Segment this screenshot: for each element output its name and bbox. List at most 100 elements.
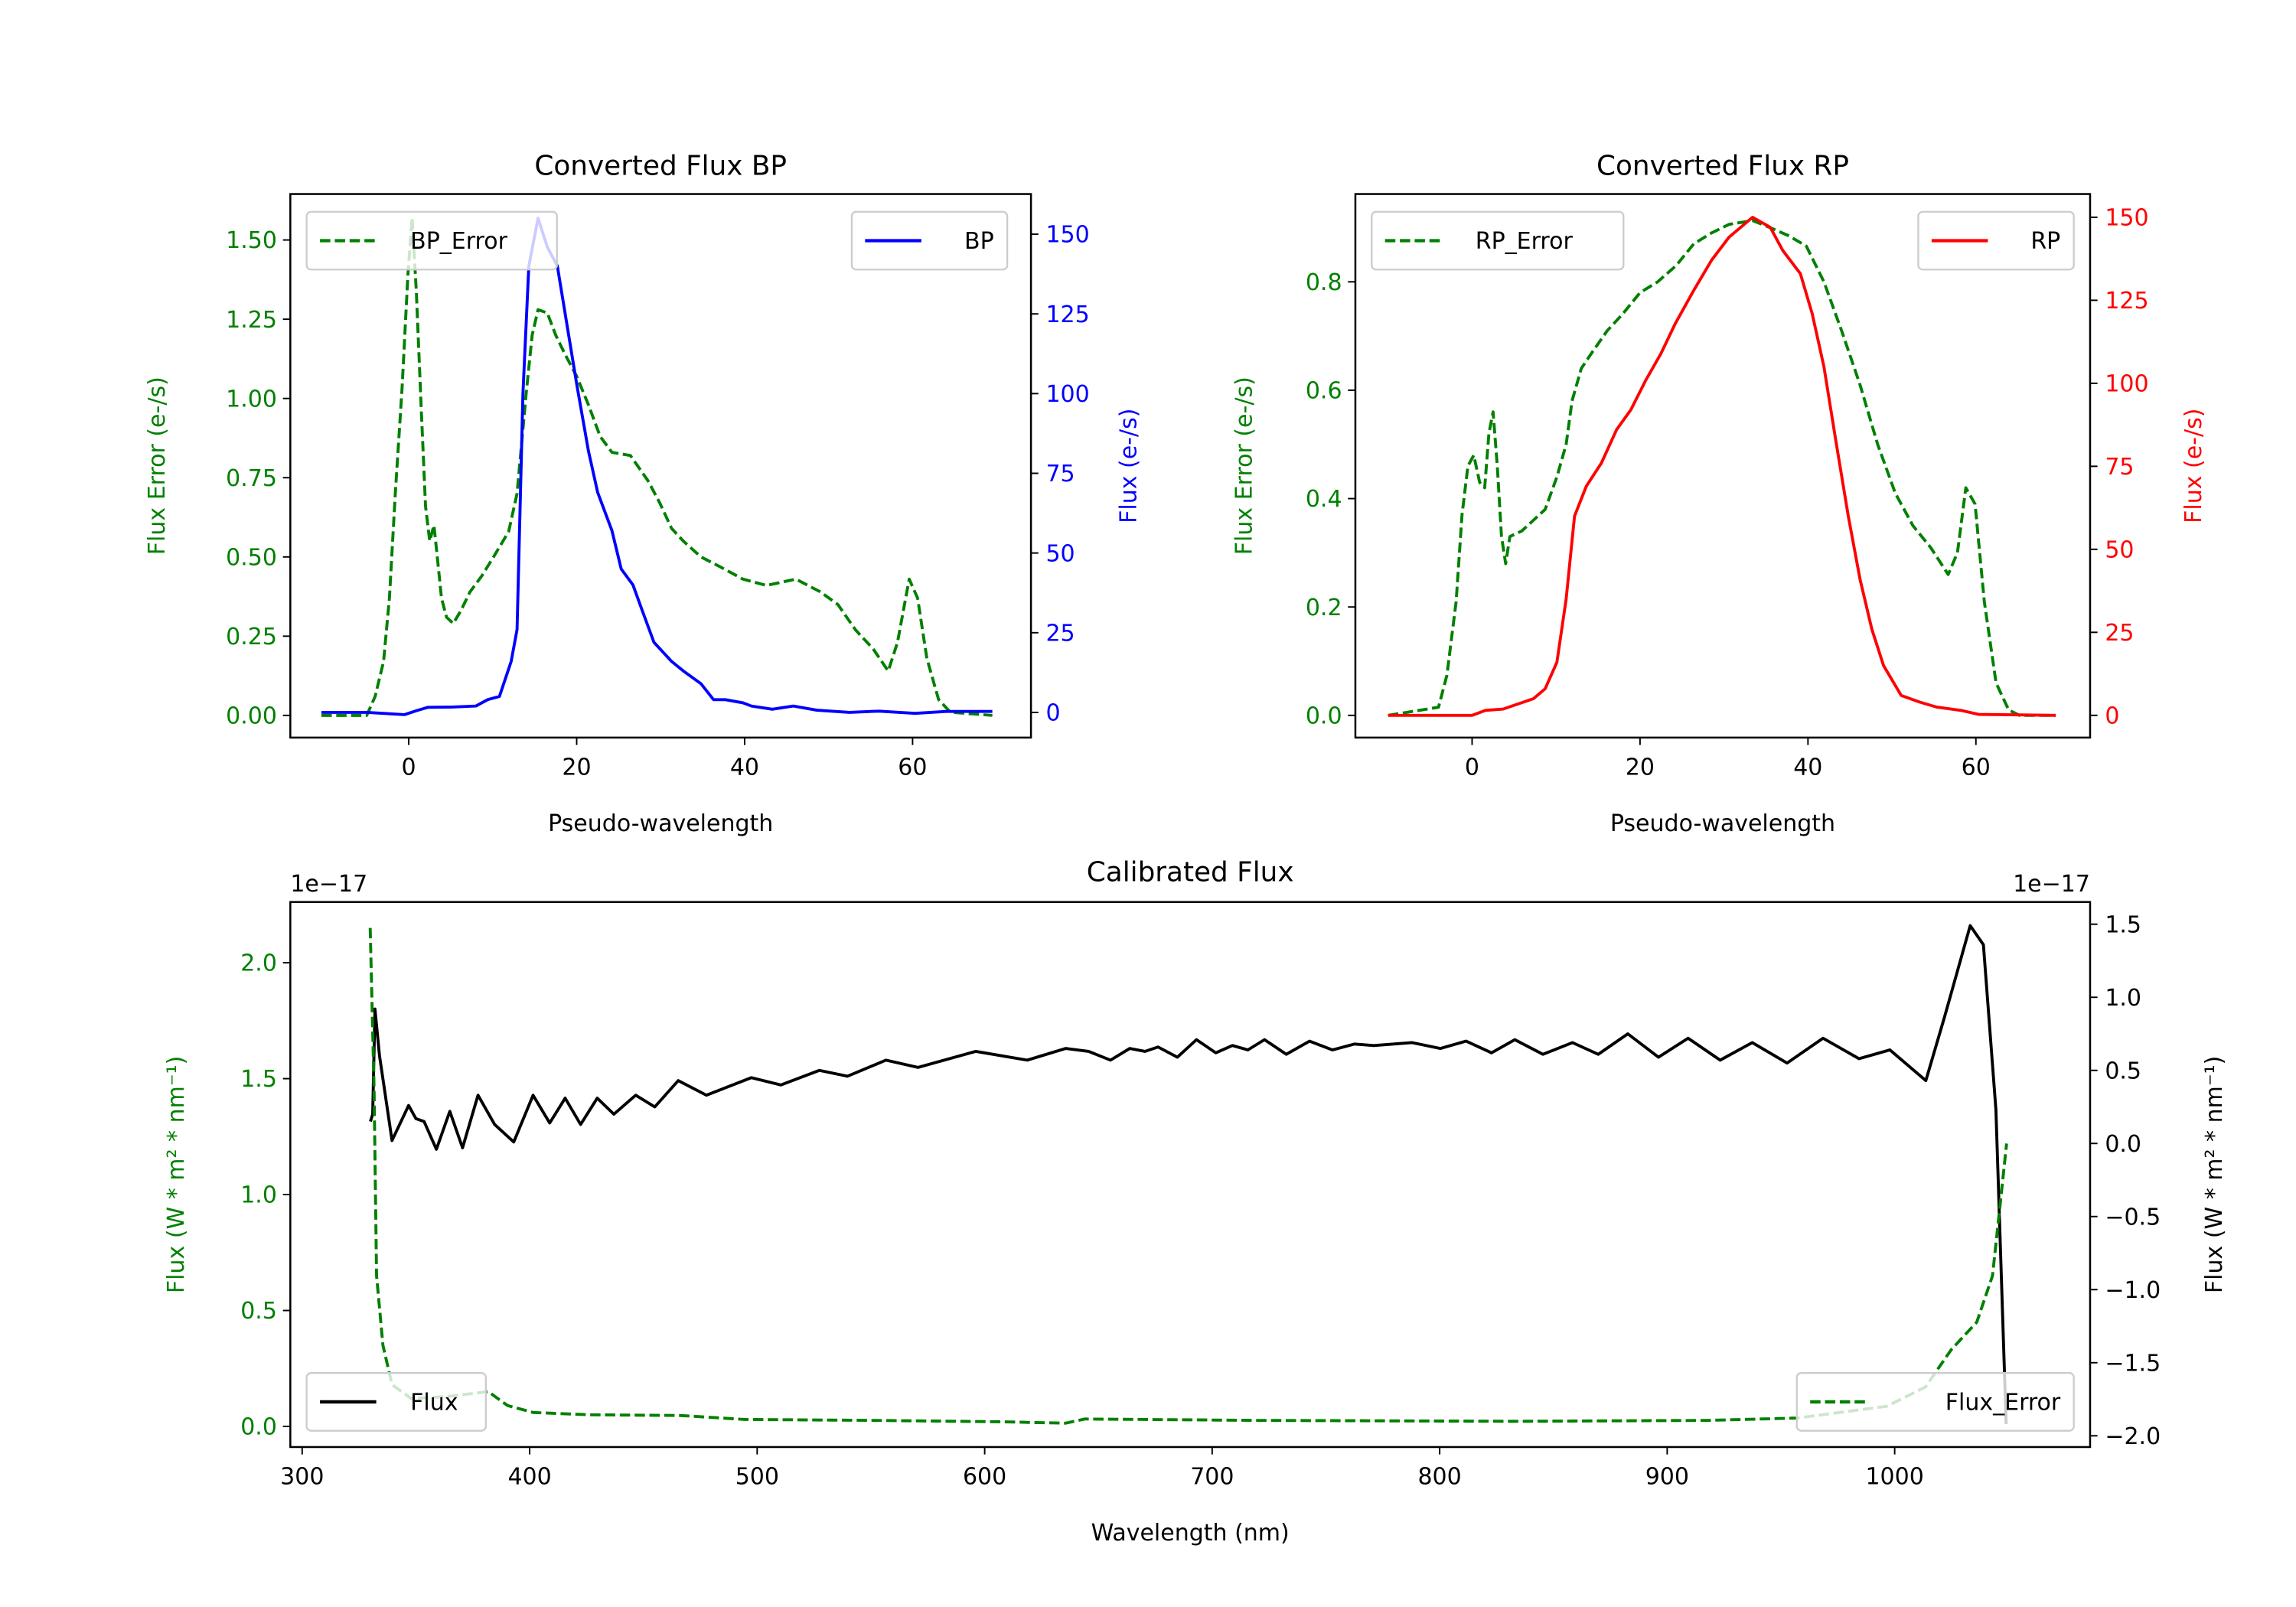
y-left-tick-label: 0.75	[226, 465, 277, 492]
legend-box	[305, 210, 558, 271]
legend-label: Flux	[410, 1390, 458, 1416]
subplot-calibrated-flux: 300 400 500 600 700 800 900 1000 0.0 0.5 1.0 1.5 2.0…	[163, 857, 2228, 1547]
y-left-tick-label: 0.2	[1306, 595, 1342, 621]
x-tick-label: 400	[507, 1463, 551, 1490]
legend-label: RP	[2030, 228, 2060, 255]
y-right-tick-label: 75	[1045, 461, 1075, 487]
x-tick-label: 20	[1626, 754, 1655, 781]
x-tick-label: 1000	[1865, 1463, 1923, 1490]
x-tick-label: 40	[730, 754, 759, 781]
x-tick-label: 40	[1793, 754, 1822, 781]
legend-rp: RP	[1917, 210, 2075, 271]
legend-box	[850, 210, 1009, 271]
y-left-tick-label: 1.50	[226, 227, 277, 254]
y-left-tick-label: 0.50	[226, 544, 277, 571]
y-left-tick-label: 1.0	[240, 1182, 277, 1209]
legend-label: RP_Error	[1476, 228, 1574, 255]
y-left-tick-label: 0.6	[1306, 378, 1342, 405]
y-right-tick-label: 25	[2105, 620, 2134, 647]
x-tick-label: 600	[963, 1463, 1006, 1490]
legend-box	[1795, 1372, 2075, 1432]
series-line-rp	[1388, 215, 2056, 717]
x-tick-label: 700	[1190, 1463, 1234, 1490]
y-right-axis-label: Flux (e-/s)	[2180, 409, 2207, 523]
y-right-tick-label: 150	[1045, 222, 1089, 249]
x-tick-label: 60	[1962, 754, 1991, 781]
x-tick-label: 0	[1465, 754, 1479, 781]
axes-frame	[289, 901, 2092, 1449]
y-left-tick-label: 2.0	[240, 950, 277, 977]
series-line-rp-error	[1388, 219, 2056, 717]
y-left-tick-label: 0.00	[226, 703, 277, 730]
series-line-flux	[369, 924, 2008, 1425]
y-right-axis-label: Flux (e-/s)	[1116, 409, 1143, 523]
x-tick-label: 900	[1645, 1463, 1689, 1490]
y-right-tick-label: −1.0	[2105, 1277, 2161, 1304]
legend-box	[305, 1372, 487, 1432]
legend-label: BP	[964, 228, 994, 255]
y-right-tick-label: −0.5	[2105, 1204, 2161, 1231]
x-axis-label: Pseudo-wavelength	[1610, 810, 1835, 837]
y-right-tick-label: 0	[1045, 700, 1060, 727]
y-right-tick-label: 25	[1045, 620, 1075, 647]
legend-box	[1371, 210, 1625, 271]
y-right-tick-label: 1.0	[2105, 985, 2141, 1012]
y-right-tick-label: 75	[2105, 454, 2134, 481]
x-axis-label: Wavelength (nm)	[1091, 1520, 1290, 1547]
y-right-axis-label: Flux (W * m² * nm⁻¹)	[2201, 1056, 2228, 1293]
y-right-tick-label: 50	[1045, 540, 1075, 567]
axes-frame	[1354, 193, 2092, 739]
y-right-tick-label: 150	[2105, 205, 2148, 232]
legend-bp: BP	[850, 210, 1009, 271]
subplot-converted-flux-bp: 0 20 40 60 0.00 0.25 0.50 0.75 1.00 1.25 1.50 0 25 50…	[144, 150, 1143, 836]
y-left-tick-label: 0.4	[1306, 486, 1342, 513]
y-left-tick-label: 1.00	[226, 386, 277, 412]
y-right-tick-label: 1.5	[2105, 911, 2141, 938]
series-line-bp-error	[321, 216, 993, 717]
legend-rp-error: RP_Error	[1371, 210, 1625, 271]
x-tick-label: 300	[280, 1463, 324, 1490]
legend-flux-error: Flux_Error	[1795, 1372, 2075, 1432]
y-left-axis-label: Flux Error (e-/s)	[144, 376, 171, 555]
y-left-tick-label: 0.0	[1306, 702, 1342, 729]
y-right-tick-label: 0.0	[2105, 1131, 2141, 1158]
y-right-offset-text: 1e−17	[2013, 871, 2090, 898]
legend-label: Flux_Error	[1945, 1390, 2061, 1416]
x-tick-label: 800	[1417, 1463, 1461, 1490]
y-right-tick-label: 100	[1045, 381, 1089, 408]
y-right-tick-label: −1.5	[2105, 1350, 2161, 1377]
y-right-tick-label: 0	[2105, 702, 2119, 729]
legend-bp-error: BP_Error	[305, 210, 558, 271]
x-tick-label: 60	[898, 754, 927, 781]
y-right-tick-label: 0.5	[2105, 1058, 2141, 1084]
x-tick-label: 0	[402, 754, 416, 781]
x-tick-label: 20	[562, 754, 591, 781]
y-right-tick-label: 125	[2105, 288, 2148, 315]
legend-box	[1917, 210, 2075, 271]
axes-frame	[289, 193, 1032, 739]
legend-label: BP_Error	[410, 228, 507, 255]
y-right-tick-label: 100	[2105, 371, 2148, 398]
y-left-axis-label: Flux (W * m² * nm⁻¹)	[163, 1056, 190, 1293]
y-left-tick-label: 1.5	[240, 1066, 277, 1093]
legend-flux: Flux	[305, 1372, 487, 1432]
y-left-tick-label: 0.8	[1306, 269, 1342, 296]
y-left-tick-label: 0.5	[240, 1298, 277, 1325]
x-tick-label: 500	[735, 1463, 779, 1490]
y-left-tick-label: 0.25	[226, 624, 277, 650]
y-left-offset-text: 1e−17	[290, 871, 367, 898]
y-left-axis-label: Flux Error (e-/s)	[1231, 376, 1257, 555]
y-left-tick-label: 1.25	[226, 307, 277, 334]
x-axis-label: Pseudo-wavelength	[548, 810, 773, 837]
subplot-converted-flux-rp: 0 20 40 60 0.0 0.2 0.4 0.6 0.8 0 25 50 75 100 125 150 Co…	[1231, 150, 2207, 836]
y-right-tick-label: −2.0	[2105, 1423, 2161, 1450]
chart-title: Converted Flux RP	[1596, 150, 1849, 181]
chart-title: Converted Flux BP	[534, 150, 787, 181]
series-line-flux-error	[368, 927, 2008, 1425]
y-right-tick-label: 125	[1045, 302, 1089, 328]
series-line-bp	[321, 217, 993, 716]
chart-title: Calibrated Flux	[1087, 857, 1294, 888]
y-left-tick-label: 0.0	[240, 1414, 277, 1441]
y-right-tick-label: 50	[2105, 536, 2134, 563]
